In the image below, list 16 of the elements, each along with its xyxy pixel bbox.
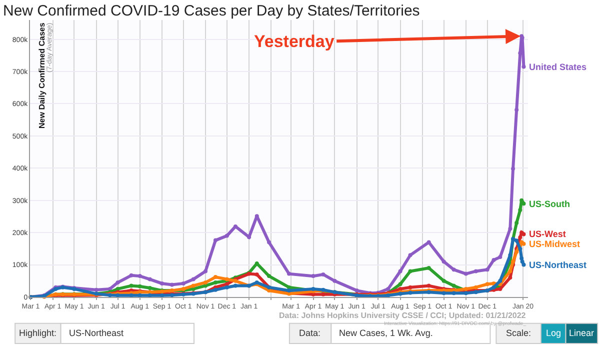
text: Highlight: <box>19 328 57 338</box>
text: US-Northeast <box>69 328 124 338</box>
text: Scale: <box>506 328 532 338</box>
text: Data: <box>299 328 321 338</box>
text: Linear <box>569 328 594 338</box>
series-label: US-Midwest <box>529 239 580 249</box>
series-label: United States <box>529 62 587 72</box>
series-label: US-Northeast <box>529 260 587 270</box>
chart-title: New Confirmed COVID-19 Cases per Day by States/Territories <box>3 2 420 20</box>
y-axis-title: New Daily Confirmed Cases <box>37 22 46 128</box>
annotation: Yesterday <box>254 32 335 51</box>
text: Log <box>546 328 562 338</box>
series-label: US-West <box>529 229 566 239</box>
text: New Cases, 1 Wk. Avg. <box>339 328 433 338</box>
text: Data: Johns Hopkins University CSSE / CCI; Updated: 01/21/2022 <box>279 311 526 320</box>
series-label: US-South <box>529 199 570 209</box>
